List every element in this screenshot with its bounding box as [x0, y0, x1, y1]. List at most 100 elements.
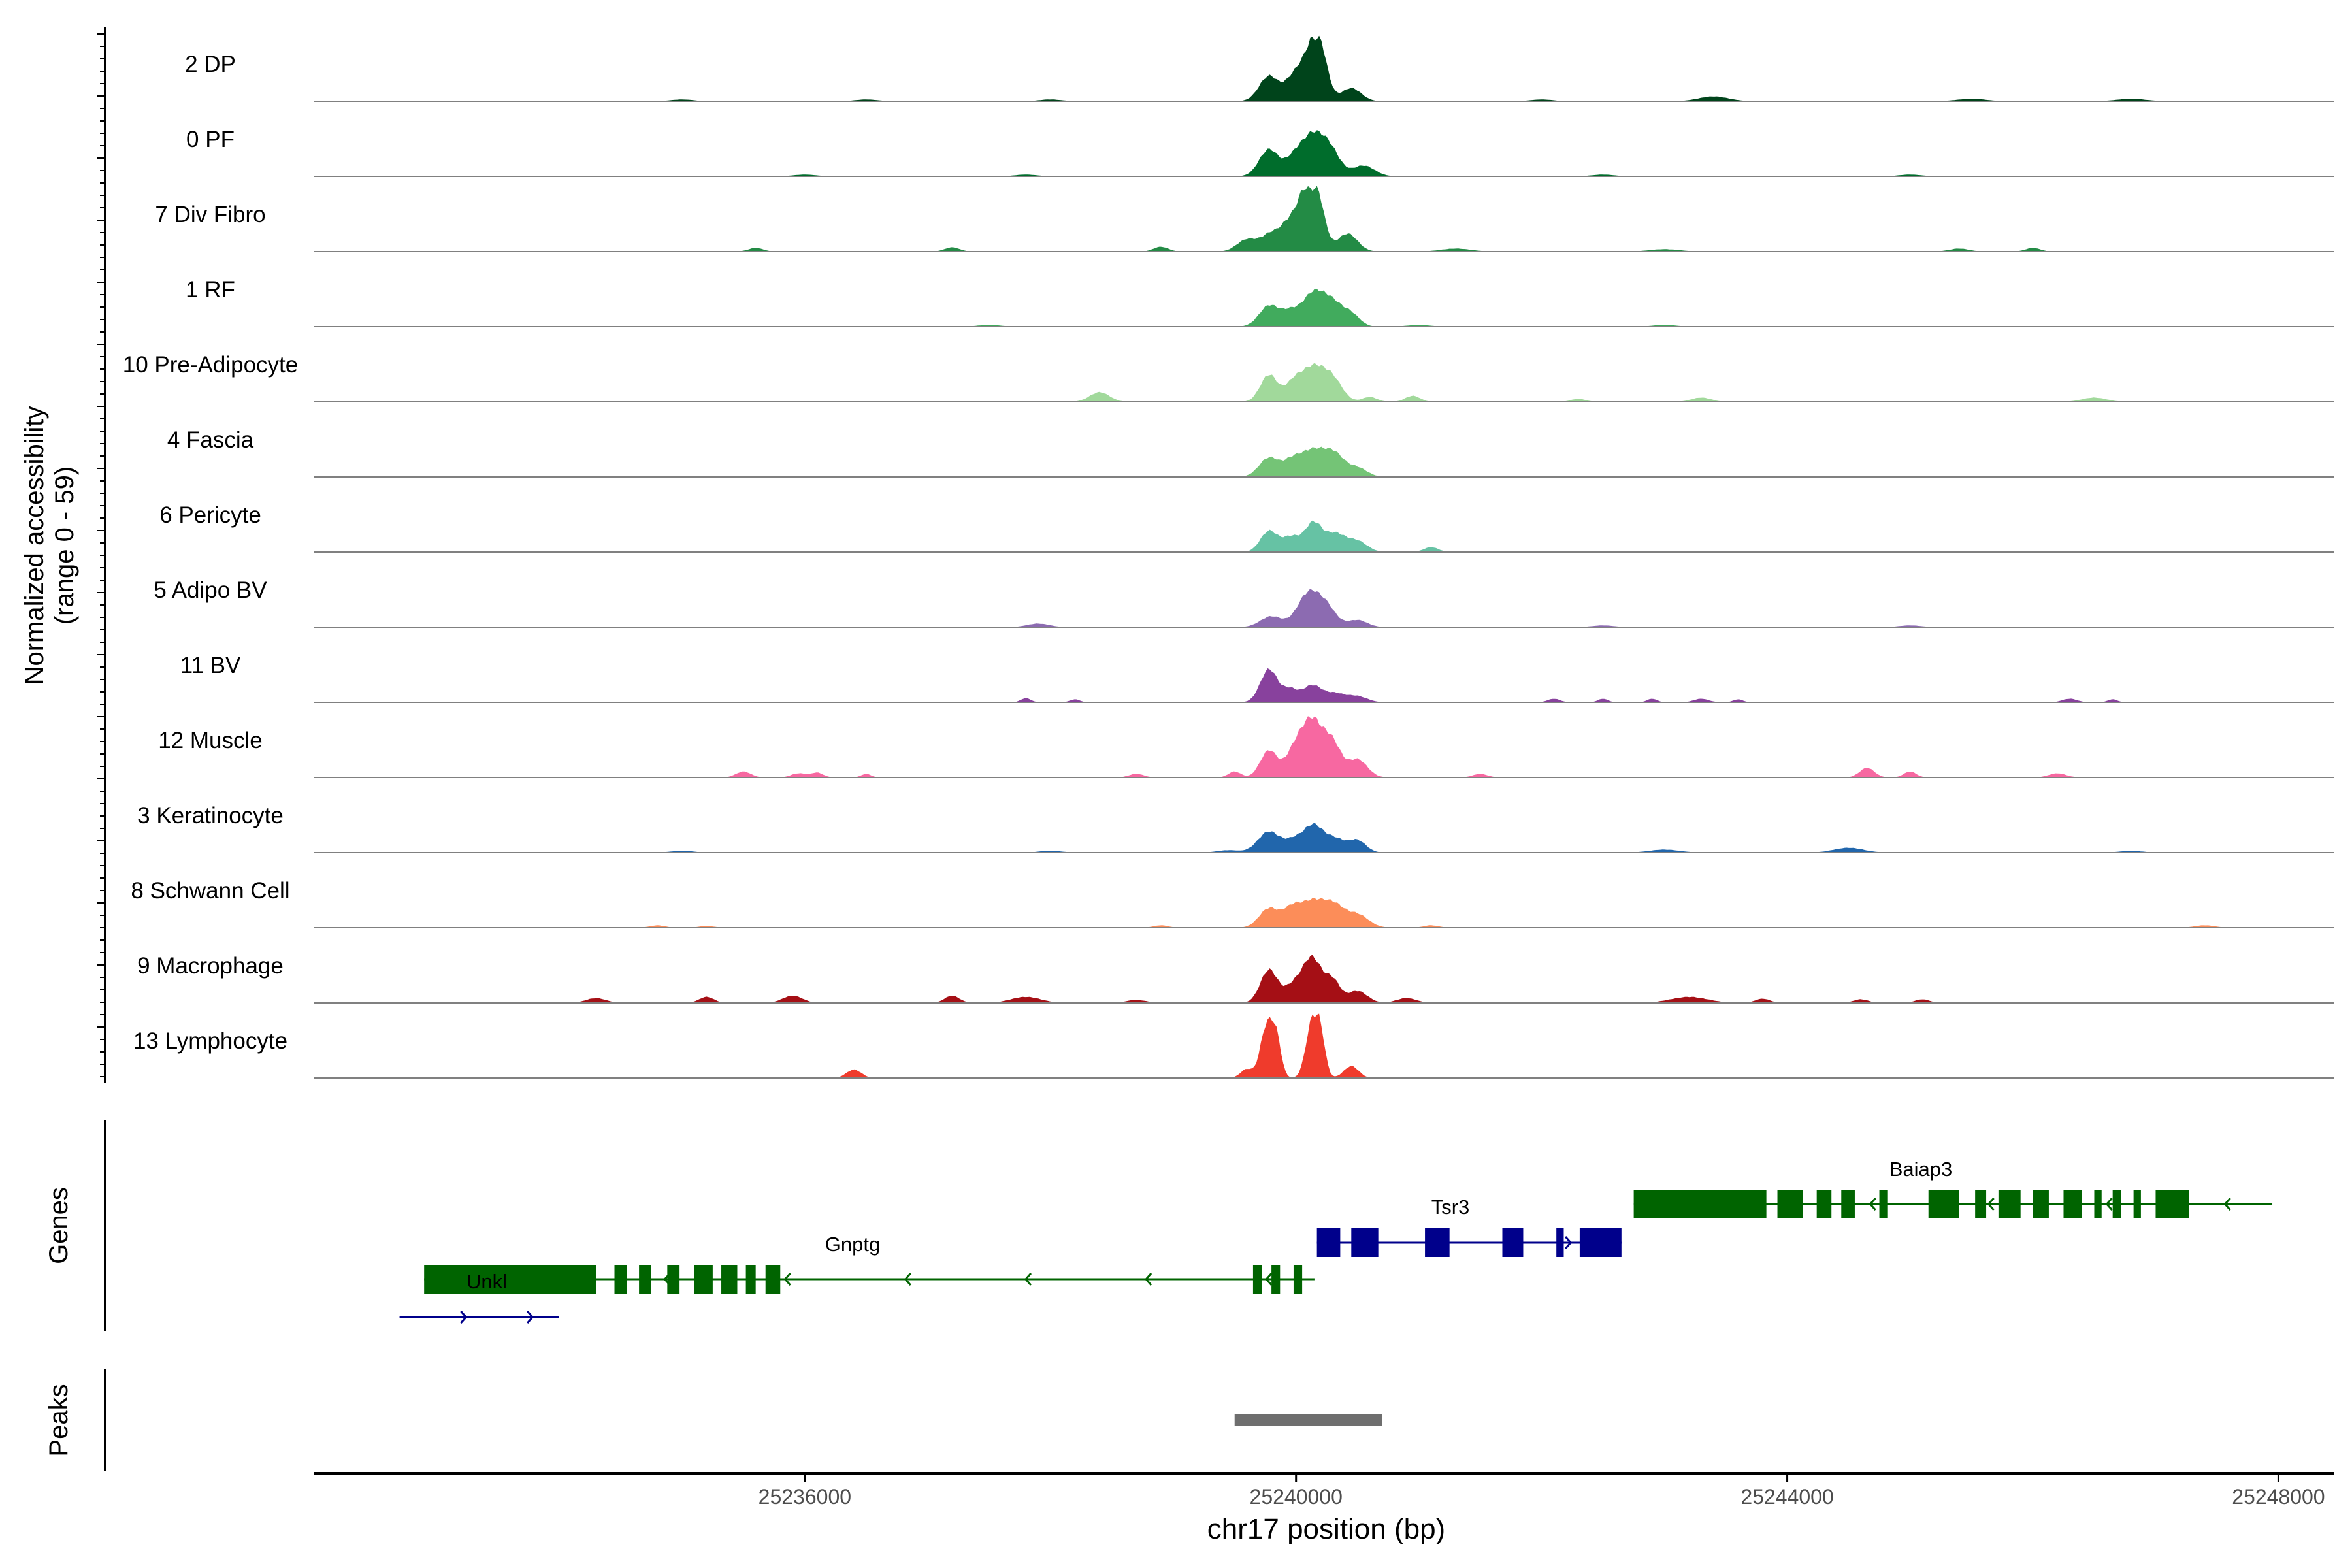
- track-10: 3 Keratinocyte: [137, 803, 2334, 853]
- strand-arrow: [1869, 1198, 1876, 1211]
- track-0: 2 DP: [185, 35, 2334, 102]
- track-label: 5 Adipo BV: [154, 578, 267, 603]
- x-axis-ticks: 25236000 25240000 25244000 25248000: [759, 1473, 2325, 1509]
- coverage-area: [314, 898, 2334, 928]
- gene-name-label: Unkl: [466, 1270, 507, 1293]
- strand-arrow: [527, 1311, 534, 1324]
- strand-arrow: [1024, 1273, 1032, 1286]
- coverage-area: [314, 823, 2334, 853]
- coverage-area: [314, 186, 2334, 252]
- gene-exon: [1975, 1190, 1987, 1218]
- strand-arrow: [2223, 1198, 2231, 1211]
- x-tick-label: 25248000: [2232, 1485, 2325, 1509]
- gene-exon: [721, 1265, 738, 1294]
- gene-name-label: Tsr3: [1431, 1196, 1470, 1218]
- track-2: 7 Div Fibro: [155, 186, 2334, 252]
- track-label: 1 RF: [186, 277, 235, 302]
- track-label: 10 Pre-Adipocyte: [123, 352, 298, 378]
- track-13: 13 Lymphocyte: [133, 1013, 2334, 1079]
- y-axis-title: Normalized accessibility: [20, 406, 49, 685]
- coverage-area: [314, 288, 2334, 327]
- strand-arrow: [1145, 1273, 1152, 1286]
- track-label: 3 Keratinocyte: [137, 803, 284, 828]
- track-4: 10 Pre-Adipocyte: [123, 352, 2334, 402]
- track-label: 7 Div Fibro: [155, 202, 265, 227]
- coverage-area: [314, 668, 2334, 702]
- gene-tsr3: Tsr3: [1316, 1196, 1622, 1257]
- strand-arrow: [783, 1273, 791, 1286]
- y-axis-range-label: (range 0 - 59): [50, 466, 79, 625]
- coverage-tracks: 2 DP 0 PF 7 Div Fibro 1 RF 10 Pre-Adipocyte 4…: [123, 35, 2334, 1079]
- gene-baiap3: Baiap3: [1633, 1158, 2273, 1218]
- gene-exon: [2063, 1190, 2082, 1218]
- track-9: 12 Muscle: [158, 716, 2334, 778]
- gene-name-label: Gnptg: [825, 1233, 880, 1256]
- gene-exon: [1777, 1190, 1803, 1218]
- gene-exon: [1841, 1190, 1855, 1218]
- gene-exon: [1316, 1228, 1341, 1257]
- track-6: 6 Pericyte: [159, 502, 2334, 553]
- gene-name-label: Baiap3: [1889, 1158, 1953, 1181]
- gene-exon: [2094, 1190, 2102, 1218]
- gene-exon: [614, 1265, 627, 1294]
- track-8: 11 BV: [180, 653, 2334, 703]
- track-label: 13 Lymphocyte: [133, 1028, 287, 1054]
- gene-exon: [667, 1265, 680, 1294]
- coverage-area: [314, 35, 2334, 101]
- coverage-area: [314, 446, 2334, 477]
- coverage-area: [314, 589, 2334, 627]
- track-12: 9 Macrophage: [137, 953, 2334, 1004]
- track-1: 0 PF: [186, 127, 2334, 177]
- x-tick-label: 25240000: [1250, 1485, 1343, 1509]
- peaks-track-label: Peaks: [44, 1384, 73, 1456]
- gene-exon: [639, 1265, 651, 1294]
- gene-exon: [2112, 1190, 2121, 1218]
- strand-arrow: [904, 1273, 911, 1286]
- gene-exon: [694, 1265, 713, 1294]
- track-label: 0 PF: [186, 127, 235, 152]
- coverage-area: [314, 955, 2334, 1003]
- genes-track: Gnptg Unkl Tsr3 Baiap3: [399, 1158, 2273, 1324]
- track-label: 8 Schwann Cell: [131, 878, 289, 904]
- x-axis-title: chr17 position (bp): [1207, 1513, 1445, 1545]
- gene-gnptg: Gnptg: [424, 1233, 1315, 1294]
- track-5: 4 Fascia: [167, 427, 2334, 478]
- gene-exon: [1351, 1228, 1379, 1257]
- track-label: 9 Macrophage: [137, 953, 284, 979]
- strand-arrow: [2105, 1198, 2113, 1211]
- genes-track-label: Genes: [44, 1187, 73, 1264]
- gene-exon: [2155, 1190, 2189, 1218]
- gene-exon: [1425, 1228, 1450, 1257]
- gene-exon: [424, 1265, 596, 1294]
- gene-exon: [1293, 1265, 1303, 1294]
- track-label: 2 DP: [185, 52, 236, 77]
- peak-region: [1234, 1414, 1382, 1426]
- gene-exon: [1252, 1265, 1262, 1294]
- strand-arrow: [460, 1311, 468, 1324]
- gene-exon: [2133, 1190, 2141, 1218]
- coverage-y-axis-ticks: [97, 33, 105, 1077]
- track-label: 12 Muscle: [158, 728, 263, 753]
- gene-exon: [745, 1265, 756, 1294]
- peaks-track: [1234, 1414, 1382, 1426]
- gene-exon: [1633, 1190, 1767, 1218]
- track-7: 5 Adipo BV: [154, 578, 2334, 628]
- coverage-area: [314, 130, 2334, 176]
- gene-exon: [1998, 1190, 2021, 1218]
- gene-exon: [2033, 1190, 2049, 1218]
- gene-exon: [1271, 1265, 1281, 1294]
- gene-unkl: Unkl: [399, 1270, 559, 1324]
- strand-arrow: [1564, 1236, 1573, 1249]
- x-tick-label: 25244000: [1740, 1485, 1833, 1509]
- gene-exon: [1879, 1190, 1888, 1218]
- coverage-area: [314, 1013, 2334, 1078]
- coverage-area: [314, 363, 2334, 402]
- coverage-area: [314, 520, 2334, 552]
- gene-exon: [1928, 1190, 1959, 1218]
- track-11: 8 Schwann Cell: [131, 878, 2334, 928]
- track-label: 11 BV: [180, 653, 241, 678]
- x-tick-label: 25236000: [759, 1485, 851, 1509]
- track-3: 1 RF: [186, 277, 2334, 327]
- track-label: 4 Fascia: [167, 427, 254, 453]
